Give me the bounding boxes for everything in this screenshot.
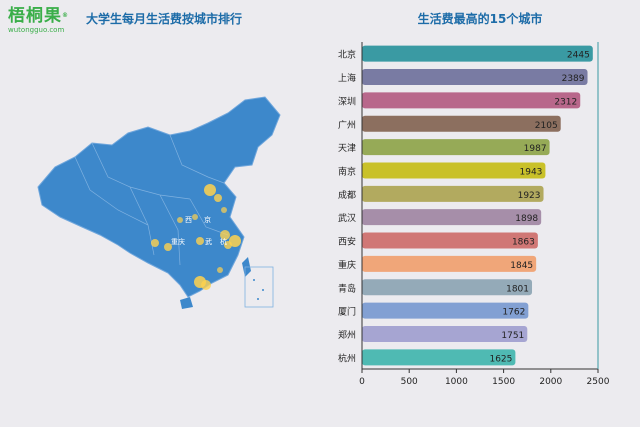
bar (362, 115, 561, 132)
bar-value-label: 1801 (506, 284, 529, 294)
x-tick-label: 2000 (539, 377, 562, 387)
hotspot-shenzhen (201, 280, 211, 290)
category-label: 成都 (338, 189, 356, 201)
bar-value-label: 1625 (489, 354, 512, 364)
bar-value-label: 1943 (520, 167, 543, 177)
bar-value-label: 2445 (567, 51, 590, 61)
bar (362, 185, 544, 202)
hotspot-nanjing (220, 230, 230, 240)
hotspot-qingdao (221, 207, 227, 213)
category-label: 西安 (338, 236, 356, 248)
hotspot-tianjin (214, 194, 222, 202)
category-label: 青岛 (338, 282, 356, 294)
category-label: 上海 (338, 72, 356, 84)
bar-value-label: 1898 (515, 214, 538, 224)
map-label-xi: 西 (185, 216, 192, 224)
bar (362, 209, 542, 226)
bar-value-label: 1762 (502, 308, 525, 318)
hotspot-xian (177, 217, 183, 223)
category-label: 广州 (338, 119, 356, 131)
page-title: 大学生每月生活费按城市排行 (86, 12, 243, 26)
bar-value-label: 1751 (501, 331, 524, 341)
hotspot-chengdu (151, 239, 159, 247)
bar (362, 232, 538, 249)
hotspot-xiamen (217, 267, 223, 273)
hotspot-zhengzhou (192, 214, 198, 220)
bar (362, 139, 550, 156)
chart-bars: 2445 2389 2312 2105 1987 1943 1923 1898 1863 1845… (362, 45, 593, 366)
bar (362, 349, 516, 366)
logo: 梧桐果® wutongguo.com (8, 6, 78, 34)
hotspot-hangzhou (224, 241, 232, 249)
hotspot-shanghai (229, 235, 241, 247)
bar-value-label: 1845 (510, 261, 533, 271)
south-sea-inset (244, 266, 274, 308)
bar-value-label: 2105 (535, 121, 558, 131)
bar (362, 325, 528, 342)
bar-value-label: 1923 (518, 191, 541, 201)
hotspot-wuhan (196, 237, 204, 245)
china-map: 西 京 重庆 武 杭 (37, 96, 281, 309)
bar-value-label: 2389 (562, 74, 585, 84)
x-tick-label: 1500 (492, 377, 515, 387)
bar (362, 45, 593, 62)
hotspots (151, 184, 241, 290)
chart-title: 生活费最高的15个城市 (417, 12, 543, 26)
map-city-labels: 西 京 重庆 武 杭 (171, 215, 227, 246)
x-tick-label: 1000 (445, 377, 468, 387)
bar-value-label: 2312 (554, 97, 577, 107)
logo-name: 梧桐果® (8, 6, 69, 26)
hainan-shape (180, 297, 193, 309)
map-label-wu: 武 (205, 237, 212, 246)
bar (362, 279, 533, 296)
map-label-hang: 杭 (220, 237, 227, 246)
bar (362, 92, 581, 109)
hotspot-beijing (204, 184, 216, 196)
map-label-chongqing: 重庆 (171, 237, 185, 246)
x-tick-label: 0 (359, 377, 365, 387)
map-label-jing: 京 (204, 215, 211, 224)
bar-value-label: 1863 (512, 238, 535, 248)
logo-url: wutongguo.com (8, 26, 65, 34)
category-label: 重庆 (338, 259, 356, 271)
category-label: 深圳 (338, 96, 356, 107)
bar (362, 302, 529, 319)
x-tick-label: 2500 (587, 377, 610, 387)
category-label: 天津 (338, 143, 356, 154)
bar (362, 162, 546, 179)
bar (362, 69, 588, 86)
x-tick-label: 500 (401, 377, 418, 387)
category-label: 南京 (338, 165, 356, 177)
bar-value-label: 1987 (524, 144, 547, 154)
category-label: 郑州 (338, 329, 356, 341)
category-label: 厦门 (338, 306, 356, 318)
category-label: 杭州 (338, 352, 356, 364)
bar (362, 255, 537, 272)
category-label: 武汉 (338, 212, 356, 224)
category-label: 北京 (338, 49, 356, 61)
hotspot-chongqing (164, 243, 172, 251)
